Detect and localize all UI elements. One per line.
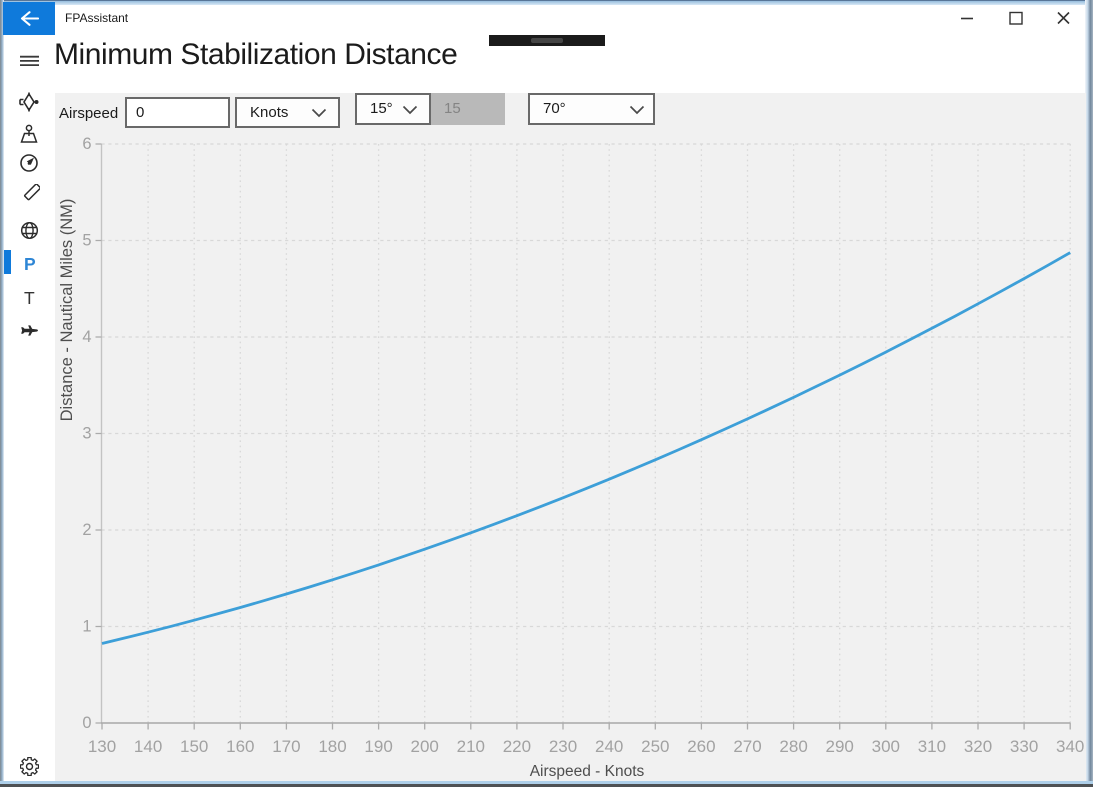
svg-text:280: 280	[779, 737, 807, 756]
svg-text:200: 200	[411, 737, 439, 756]
svg-text:5: 5	[82, 232, 91, 250]
svg-text:210: 210	[457, 737, 485, 756]
svg-text:170: 170	[272, 737, 300, 756]
svg-text:250: 250	[641, 737, 669, 756]
svg-text:140: 140	[134, 737, 162, 756]
svg-text:240: 240	[595, 737, 623, 756]
svg-text:290: 290	[826, 737, 854, 756]
svg-text:Distance - Nautical Miles (NM): Distance - Nautical Miles (NM)	[58, 199, 76, 422]
svg-text:160: 160	[226, 737, 254, 756]
svg-text:0: 0	[82, 714, 91, 732]
svg-text:230: 230	[549, 737, 577, 756]
svg-text:180: 180	[318, 737, 346, 756]
svg-text:190: 190	[364, 737, 392, 756]
svg-text:130: 130	[88, 737, 116, 756]
svg-text:300: 300	[872, 737, 900, 756]
svg-text:3: 3	[82, 425, 91, 443]
svg-text:6: 6	[82, 135, 91, 153]
svg-text:320: 320	[964, 737, 992, 756]
svg-text:220: 220	[503, 737, 531, 756]
svg-text:1: 1	[82, 618, 91, 636]
svg-text:2: 2	[82, 521, 91, 539]
svg-text:310: 310	[918, 737, 946, 756]
svg-text:Airspeed - Knots: Airspeed - Knots	[530, 763, 645, 780]
svg-text:340: 340	[1056, 737, 1084, 756]
svg-text:330: 330	[1010, 737, 1038, 756]
svg-text:4: 4	[82, 328, 91, 346]
svg-text:260: 260	[687, 737, 715, 756]
svg-text:150: 150	[180, 737, 208, 756]
svg-text:270: 270	[733, 737, 761, 756]
